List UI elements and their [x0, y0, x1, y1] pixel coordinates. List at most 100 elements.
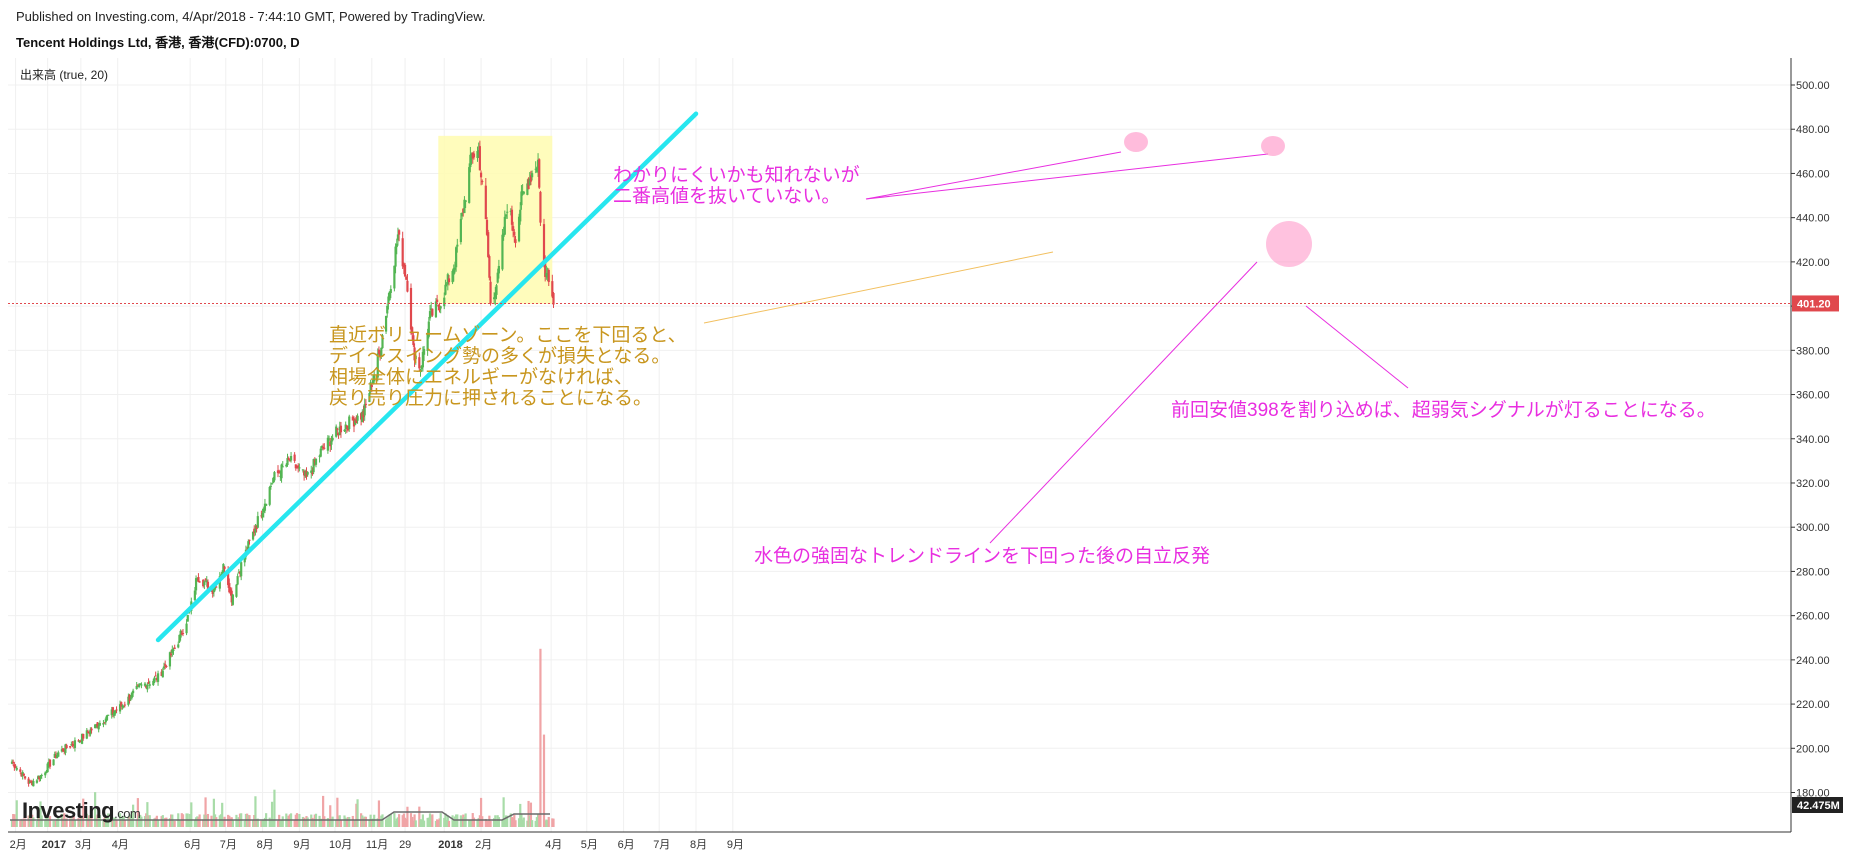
candle-body [481, 181, 484, 183]
candle-body [338, 426, 341, 436]
candle-body [471, 152, 474, 159]
volume-bar [79, 815, 82, 827]
volume-indicator-label[interactable]: 出来高 (true, 20) [20, 68, 109, 82]
volume-bar [69, 818, 72, 827]
volume-bar [369, 814, 372, 827]
published-caption: Published on Investing.com, 4/Apr/2018 -… [16, 9, 486, 24]
candle-body [318, 455, 321, 457]
volume-bar [463, 816, 466, 827]
volume-bar [352, 820, 356, 827]
volume-bar [413, 814, 416, 827]
volume-bar [409, 813, 413, 827]
candle-body [206, 581, 210, 589]
volume-bar [414, 820, 417, 827]
candle-body [495, 285, 498, 295]
candle-body [185, 623, 188, 634]
volume-bar [196, 816, 199, 827]
volume-bar [127, 816, 130, 827]
candle-body [422, 349, 426, 355]
candle-body [231, 594, 234, 605]
candle-body [105, 715, 109, 721]
candle-body [489, 281, 492, 304]
candle-body [395, 243, 398, 248]
volume-bar [287, 815, 290, 827]
x-tick-label: 2月 [10, 839, 27, 851]
volume-bar [153, 818, 156, 827]
candle-body [362, 410, 365, 418]
volume-bar [120, 820, 123, 827]
volume-bar [320, 818, 324, 827]
candle-body [227, 570, 230, 586]
candle-body [194, 578, 198, 591]
volume-bar [190, 802, 193, 827]
volume-bar [487, 820, 490, 827]
volume-bar [128, 816, 131, 827]
candle-body [31, 781, 34, 786]
volume-bar [237, 817, 240, 827]
candle-body [304, 471, 307, 477]
candle-body [60, 749, 63, 752]
candle-body [470, 153, 473, 159]
candle-body [193, 590, 196, 600]
volume-bar [395, 818, 398, 827]
volume-bar [447, 820, 451, 827]
candle-body [485, 219, 489, 235]
volume-bar [323, 816, 326, 827]
volume-bar [535, 817, 538, 827]
candle-body [132, 690, 135, 694]
candle-body [122, 705, 125, 708]
volume-bar [297, 820, 300, 827]
candle-body [301, 469, 305, 471]
volume-bar [161, 815, 164, 827]
volume-bar [493, 818, 496, 827]
candle-body [265, 503, 268, 506]
volume-bar [165, 817, 168, 827]
candle-body [10, 761, 14, 764]
volume-bar [73, 820, 77, 827]
volume-bar [428, 813, 432, 827]
volume-bar [71, 818, 74, 827]
volume-bar [261, 819, 264, 827]
volume-bar [495, 820, 498, 827]
candle-body [337, 433, 340, 436]
volume-bar [303, 817, 306, 827]
candle-body [528, 178, 531, 186]
volume-bar [70, 818, 73, 827]
volume-bar [445, 819, 448, 827]
candle-body [238, 571, 242, 574]
volume-bar [20, 818, 23, 827]
volume-bar [152, 820, 155, 827]
candle-body [539, 191, 542, 223]
volume-bar [361, 815, 364, 827]
candle-body [445, 283, 448, 285]
volume-bar [526, 820, 529, 827]
volume-bar [95, 818, 98, 827]
candle-body [137, 684, 141, 688]
volume-bar [331, 816, 334, 827]
candle-body [406, 280, 409, 292]
candle-body [426, 334, 429, 351]
volume-bar [22, 818, 25, 827]
volume-bar [427, 817, 430, 827]
candle-body [464, 200, 467, 203]
volume-bar [104, 818, 107, 827]
candle-body [354, 420, 357, 425]
volume-bar [90, 815, 93, 827]
volume-bar [202, 819, 205, 827]
last-price-tag [1792, 295, 1839, 312]
volume-bar [255, 818, 258, 827]
candle-body [377, 349, 381, 354]
candle-body [107, 714, 110, 716]
candle-body [388, 291, 391, 301]
candle-body [438, 305, 441, 311]
candle-body [484, 185, 487, 220]
candle-body [23, 776, 27, 779]
volume-bar [132, 804, 135, 827]
volume-bar [215, 817, 218, 827]
candle-body [114, 710, 117, 714]
volume-bar [406, 806, 409, 827]
candle-body [173, 647, 176, 649]
volume-bar [72, 815, 75, 827]
volume-bar [396, 817, 400, 827]
